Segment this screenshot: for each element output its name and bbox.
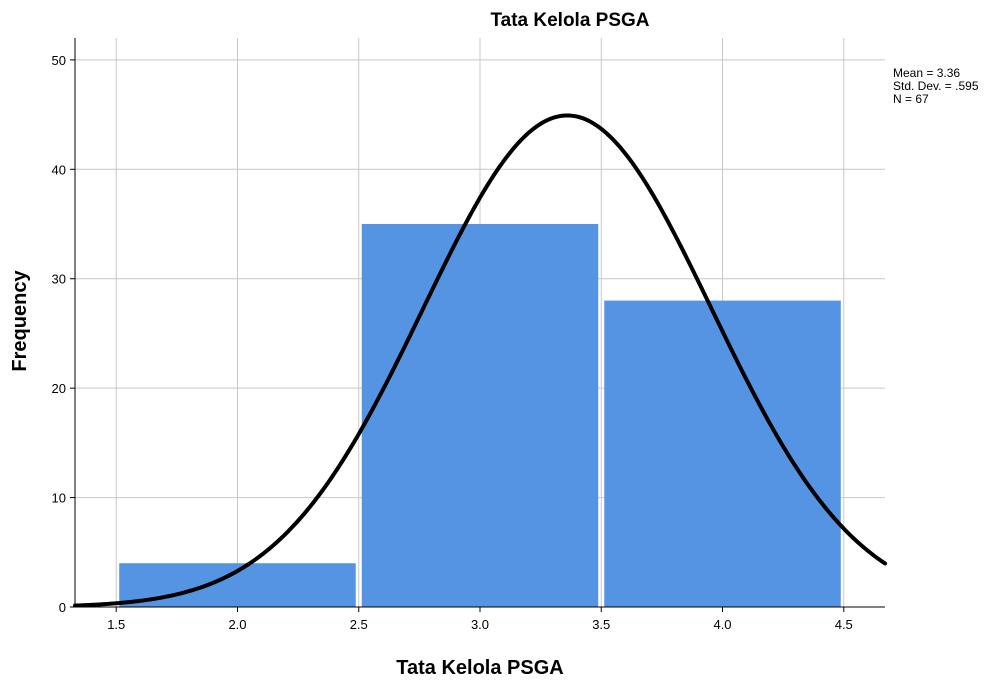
y-tick-label: 40 <box>52 162 66 177</box>
x-tick-label: 3.0 <box>471 617 489 632</box>
stats-n: N = 67 <box>893 92 929 106</box>
stats-mean: Mean = 3.36 <box>893 66 960 80</box>
x-tick-label: 2.5 <box>350 617 368 632</box>
bars <box>119 224 841 607</box>
y-tick-label: 20 <box>52 381 66 396</box>
x-tick-label: 4.5 <box>835 617 853 632</box>
y-tick-label: 30 <box>52 272 66 287</box>
y-axis-label: Frequency <box>9 270 31 372</box>
y-tick-label: 0 <box>59 600 66 615</box>
y-tick-labels: 0 10 20 30 40 50 <box>52 53 66 615</box>
x-axis-label: Tata Kelola PSGA <box>396 657 563 679</box>
x-tick-labels: 1.5 2.0 2.5 3.0 3.5 4.0 4.5 <box>107 617 853 632</box>
x-tick-label: 3.5 <box>592 617 610 632</box>
histogram-bar <box>604 300 841 607</box>
stats-box: Mean = 3.36 Std. Dev. = .595 N = 67 <box>893 66 979 106</box>
y-tick-label: 50 <box>52 53 66 68</box>
chart-title: Tata Kelola PSGA <box>490 10 649 31</box>
normal-curve <box>73 113 887 608</box>
x-tick-label: 2.0 <box>228 617 246 632</box>
histogram-bar <box>361 224 599 607</box>
x-tick-label: 4.0 <box>713 617 731 632</box>
axes <box>70 38 885 612</box>
y-tick-label: 10 <box>52 491 66 506</box>
stats-std-dev: Std. Dev. = .595 <box>893 79 979 93</box>
x-tick-label: 1.5 <box>107 617 125 632</box>
